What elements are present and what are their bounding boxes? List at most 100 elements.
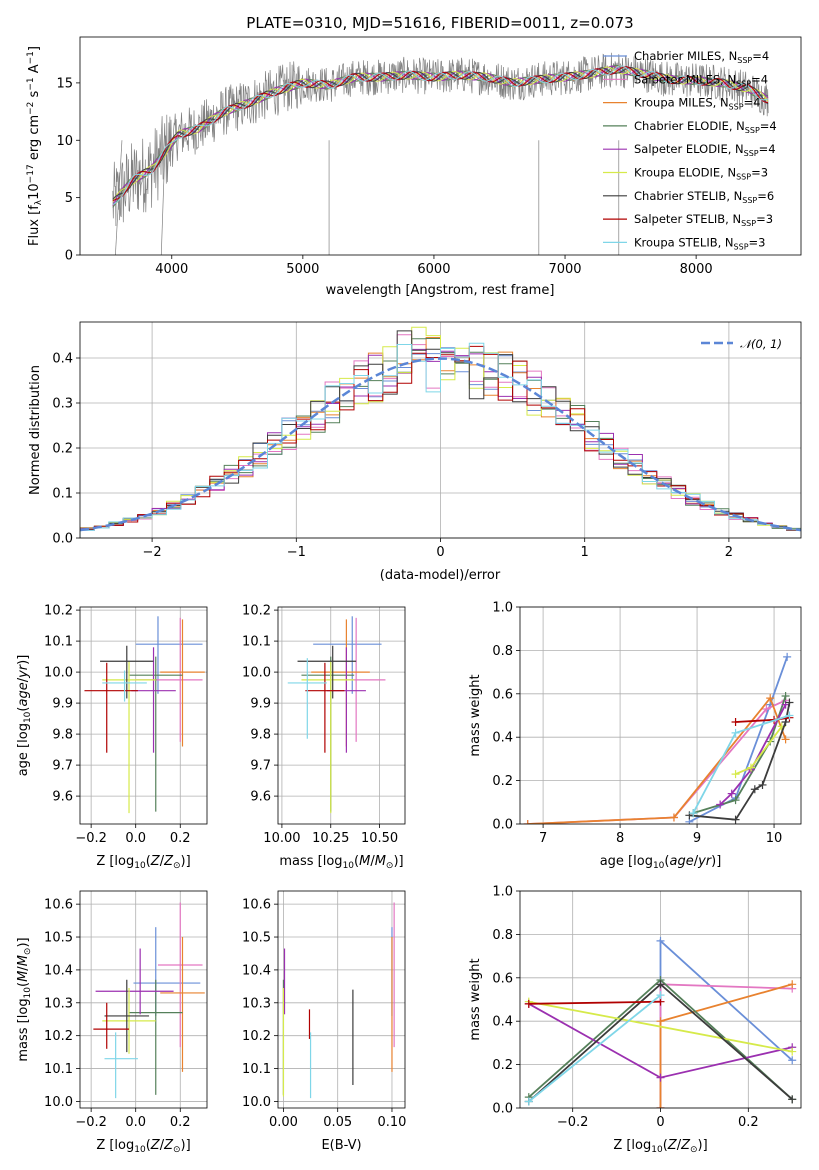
y-tick-label: 10.3	[44, 996, 73, 1011]
x-tick-label: 0.0	[125, 1115, 146, 1130]
y-tick-label: 0.8	[492, 928, 513, 943]
model-fit-kroupa-stelib	[112, 65, 769, 206]
data-point-marker	[656, 1073, 665, 1082]
y-tick-label: 9.9	[52, 697, 73, 712]
data-point-marker	[716, 800, 725, 809]
y-tick-label: 10.1	[44, 1062, 73, 1077]
y-tick-label: 0.6	[492, 971, 513, 986]
y-tick-label: 9.6	[52, 790, 73, 805]
data-point-marker	[731, 796, 740, 805]
panel-mass-vs-EBV: 0.00 0.05 0.10 10.0 10.1 10.2 10.3 10.4 10.5 10.6…	[242, 890, 406, 1153]
x-tick-label: 8	[616, 831, 624, 846]
data-point-marker	[731, 770, 740, 779]
data-point-marker	[788, 1056, 797, 1065]
y-tick-label: 10.5	[242, 931, 271, 946]
x-tick-label: −2	[143, 545, 162, 560]
x-tick-label: −0.2	[557, 1115, 589, 1130]
y-tick-label: 10.2	[242, 1029, 271, 1044]
data-point-marker	[788, 1047, 797, 1056]
y-tick-label: 0.4	[52, 352, 73, 367]
x-tick-label: 10.00	[263, 831, 300, 846]
spectrum-dropout	[160, 140, 166, 255]
x-tick-label: 9	[693, 831, 701, 846]
data-point-marker	[524, 999, 533, 1008]
plot-area	[287, 616, 386, 814]
y-tick-label: 9.8	[250, 728, 271, 743]
y-axis-label: age [log10(age/yr)]	[16, 655, 33, 777]
data-point-marker	[746, 763, 755, 772]
legend-entry: Kroupa ELODIE, NSSP=3	[634, 166, 768, 182]
data-point-marker	[656, 1017, 665, 1026]
y-tick-label: 1.0	[492, 601, 513, 616]
hist-kroupa-stelib	[80, 342, 801, 538]
data-point-marker	[656, 1104, 665, 1108]
x-axis-label: Z [log10(Z/Z⊙)]	[96, 1138, 190, 1155]
y-tick-label: 0.1	[52, 487, 73, 502]
y-tick-label: 10.5	[44, 931, 73, 946]
legend-entry: 𝒩(0, 1)	[740, 337, 782, 351]
y-tick-label: 10.2	[242, 604, 271, 619]
x-tick-label: 10.50	[361, 831, 398, 846]
data-point-marker	[783, 652, 792, 661]
axes-frame	[79, 321, 802, 539]
y-tick-label: 0.0	[492, 1102, 513, 1117]
data-point-marker	[731, 815, 740, 824]
y-tick-label: 10.4	[44, 963, 73, 978]
panel-mass-weight-vs-Z: −0.2 0 0.2 0.0 0.2 0.4 0.6 0.8 1.0 Z [log10(Z/Z⊙)…	[468, 885, 802, 1155]
series-kroupa-stelib	[692, 714, 790, 814]
y-axis-label: Flux [fλ10−17 erg cm−2 s−1 A−1]	[26, 46, 44, 246]
plot-area	[282, 902, 395, 1099]
x-tick-label: 1	[581, 545, 589, 560]
y-tick-label: 0.3	[52, 397, 73, 412]
data-point-marker	[785, 711, 794, 720]
series-salpeter-stelib	[528, 1000, 661, 1005]
series-salpeter-elodie	[719, 704, 787, 806]
y-axis-label: mass weight	[468, 958, 483, 1040]
panel-spectrum: 4000 5000 6000 7000 8000 0 5 10 15 wavelength [An…	[26, 36, 802, 298]
series-kroupa-miles	[659, 983, 793, 1108]
y-tick-label: 9.9	[250, 697, 271, 712]
y-tick-label: 1.0	[492, 885, 513, 900]
x-axis-label: Z [log10(Z/Z⊙)]	[96, 854, 190, 871]
x-tick-label: −1	[287, 545, 306, 560]
figure-title: PLATE=0310, MJD=51616, FIBERID=0011, z=0…	[246, 14, 633, 32]
legend-entry: Salpeter MILES, NSSP=4	[634, 72, 768, 88]
data-point-marker	[656, 936, 665, 945]
y-axis-label: mass weight	[468, 674, 483, 756]
x-axis-label: (data-model)/error	[380, 568, 501, 583]
data-point-marker	[750, 785, 759, 794]
y-tick-label: 0.0	[52, 532, 73, 547]
plot-area	[84, 616, 205, 814]
data-point-marker	[762, 704, 771, 713]
plot-area	[523, 652, 794, 824]
data-point-marker	[785, 698, 794, 707]
y-tick-label: 0.6	[492, 687, 513, 702]
legend-entry: Kroupa STELIB, NSSP=3	[634, 235, 765, 251]
data-point-marker	[669, 813, 678, 822]
y-tick-label: 10.1	[242, 635, 271, 650]
y-tick-label: 9.7	[250, 759, 271, 774]
data-point-marker	[689, 809, 698, 818]
y-tick-label: 10.6	[44, 898, 73, 913]
x-axis-label: E(B-V)	[321, 1138, 361, 1153]
y-tick-label: 10.1	[242, 1062, 271, 1077]
y-tick-label: 10.2	[44, 604, 73, 619]
series-salpeter-miles	[527, 699, 786, 824]
axes-frame	[519, 890, 802, 1109]
plot-area	[524, 936, 797, 1108]
data-point-marker	[781, 735, 790, 744]
legend-entry: Salpeter ELODIE, NSSP=4	[634, 142, 776, 158]
x-tick-label: 2	[725, 545, 733, 560]
legend-entry: Kroupa MILES, NSSP=4	[634, 96, 760, 112]
plot-area	[93, 902, 205, 1099]
panel-age-vs-mass: 10.00 10.25 10.50 9.6 9.7 9.8 9.9 10.0 10.1 10.2 m…	[242, 604, 406, 871]
y-tick-label: 10.3	[242, 996, 271, 1011]
y-tick-label: 0.2	[492, 1058, 513, 1073]
y-tick-label: 10.0	[242, 1095, 271, 1110]
gaussian-reference	[80, 357, 801, 532]
data-point-marker	[523, 820, 532, 824]
x-tick-label: 0.2	[170, 831, 191, 846]
y-tick-label: 0.2	[52, 442, 73, 457]
x-tick-label: −0.2	[75, 1115, 107, 1130]
